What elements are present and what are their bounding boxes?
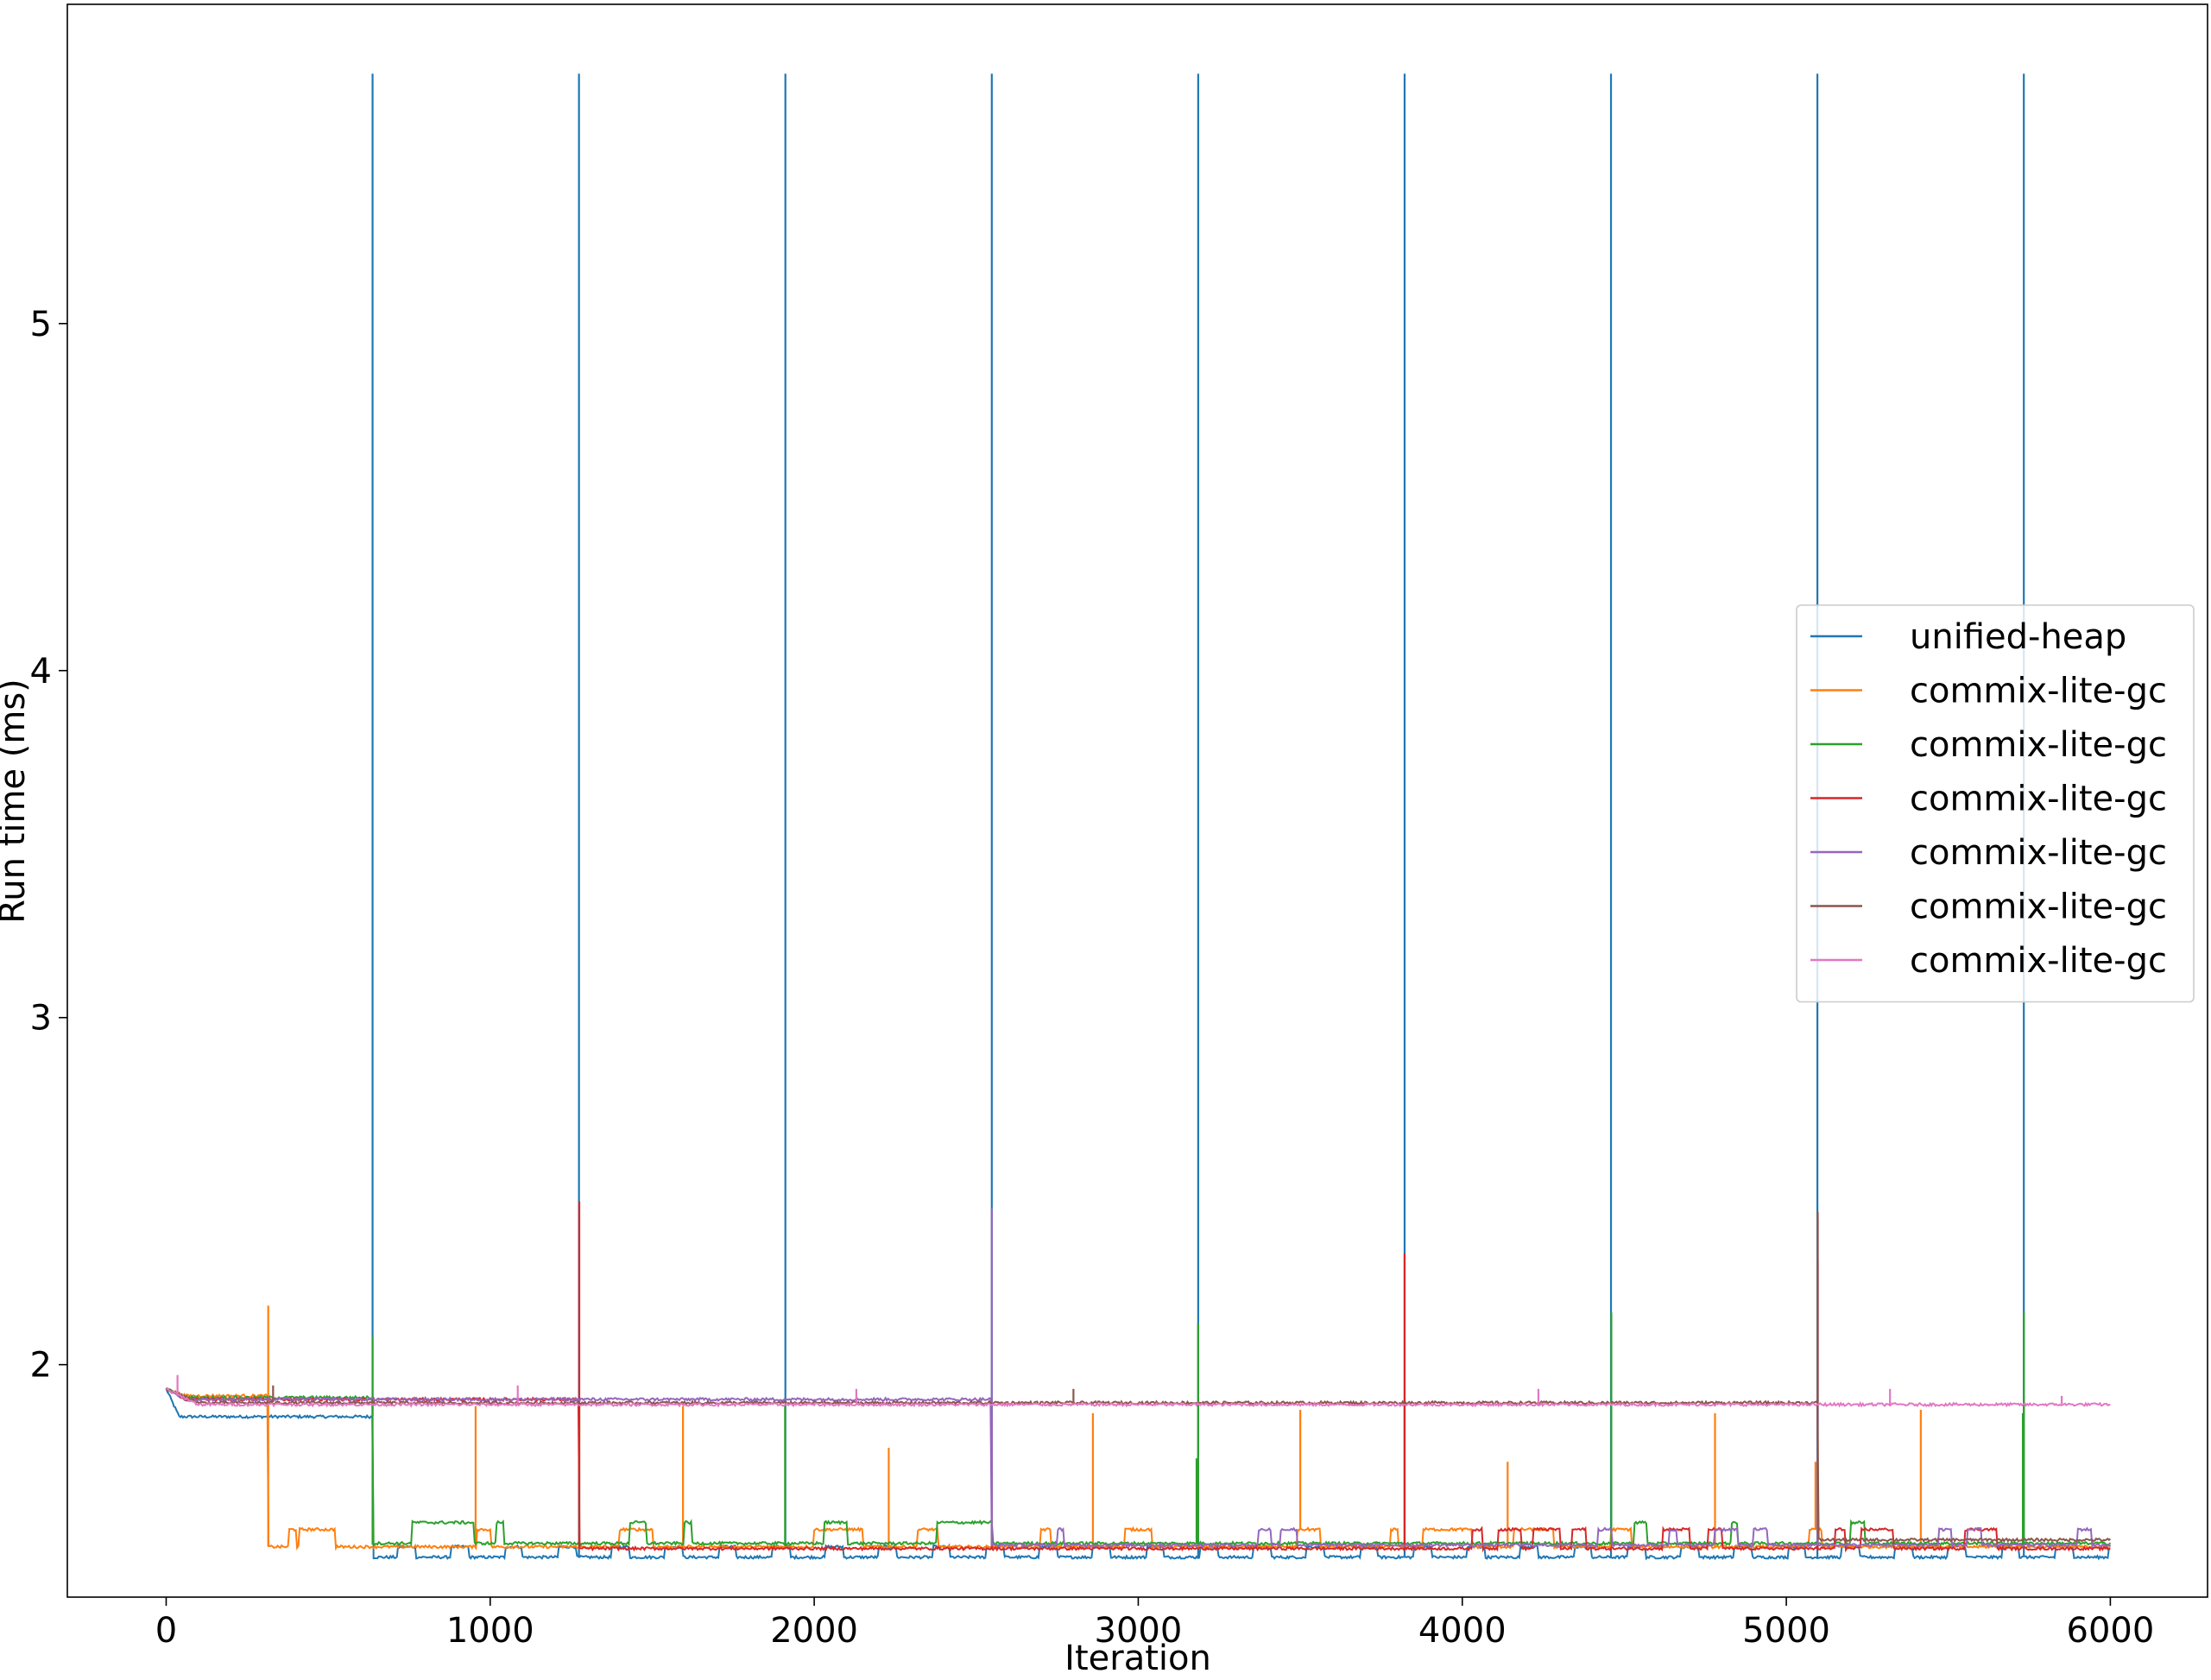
series-4-line xyxy=(165,1387,2112,1549)
legend-label-1: commix-lite-gc xyxy=(1910,672,2167,711)
x-tick-label-2: 2000 xyxy=(770,1611,858,1651)
legend: unified-heap commix-lite-gc commix-lite-gc… xyxy=(1796,604,2195,1003)
x-tick-label-1: 1000 xyxy=(446,1611,534,1651)
y-axis: 2 3 4 5 xyxy=(30,305,67,1386)
y-tick-label-1: 3 xyxy=(30,999,52,1039)
x-axis: 0 1000 2000 3000 4000 5000 6000 xyxy=(155,1597,2155,1651)
legend-label-0: unified-heap xyxy=(1910,617,2126,657)
y-tick-label-2: 4 xyxy=(30,652,52,692)
y-axis-label: Run time (ms) xyxy=(0,679,33,924)
x-tick-label-6: 6000 xyxy=(2067,1611,2155,1651)
y-tick-label-0: 2 xyxy=(30,1346,52,1386)
legend-label-5: commix-lite-gc xyxy=(1910,887,2167,927)
legend-label-3: commix-lite-gc xyxy=(1910,780,2167,819)
x-tick-label-4: 4000 xyxy=(1418,1611,1507,1651)
legend-box xyxy=(1796,604,2195,1003)
x-tick-label-5: 5000 xyxy=(1742,1611,1830,1651)
legend-label-6: commix-lite-gc xyxy=(1910,941,2167,981)
series-0-line xyxy=(165,1387,2111,1561)
legend-label-2: commix-lite-gc xyxy=(1910,725,2167,765)
series-6-line xyxy=(166,1387,2111,1408)
x-tick-label-3: 3000 xyxy=(1095,1611,1183,1651)
y-tick-label-3: 5 xyxy=(30,305,52,344)
plot-frame xyxy=(66,3,2208,1598)
x-axis-label: Iteration xyxy=(1064,1639,1211,1677)
series-6-group xyxy=(166,1374,2111,1408)
x-tick-label-0: 0 xyxy=(155,1611,177,1651)
legend-label-4: commix-lite-gc xyxy=(1910,833,2167,873)
